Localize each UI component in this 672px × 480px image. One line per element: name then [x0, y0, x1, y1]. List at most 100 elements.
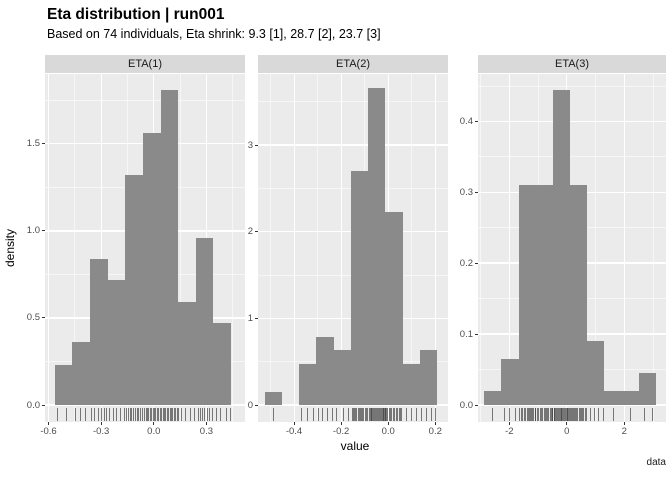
rug-mark: [380, 408, 382, 421]
rug-mark: [326, 408, 328, 421]
y-tick-label: 1.5: [26, 138, 40, 150]
rug-mark: [369, 408, 371, 421]
rug-mark: [211, 408, 213, 421]
rug-mark: [570, 408, 572, 421]
x-tick-label: -0.6: [40, 426, 57, 437]
rug-mark: [602, 408, 604, 421]
rug-mark: [630, 408, 632, 421]
rug-mark: [90, 408, 92, 421]
x-tick-label: 0.2: [428, 426, 442, 437]
y-tick-mark: [475, 404, 478, 406]
gridline-minor-x: [179, 74, 181, 422]
rug-mark: [535, 408, 537, 421]
histogram-bar: [501, 358, 519, 405]
rug-mark: [548, 408, 550, 421]
rug-mark: [534, 408, 536, 421]
rug-mark: [530, 408, 532, 421]
y-tick-label: 0.2: [459, 257, 473, 269]
rug-mark: [503, 408, 505, 421]
histogram-bar: [402, 364, 420, 405]
gridline-major-y: [478, 404, 666, 406]
rug-mark: [571, 408, 573, 421]
rug-mark: [153, 408, 155, 421]
rug-mark: [331, 408, 333, 421]
facet-strip: ETA(3): [478, 55, 666, 73]
y-tick-mark: [475, 191, 478, 193]
rug-mark: [555, 408, 557, 421]
rug-mark: [94, 408, 96, 421]
rug-mark: [151, 408, 153, 421]
rug-mark: [357, 408, 359, 421]
rug-mark: [106, 408, 108, 421]
rug-mark: [377, 408, 379, 421]
histogram-bar: [638, 373, 656, 405]
rug-mark: [170, 408, 172, 421]
y-tick-label: 0.1: [459, 328, 473, 340]
rug-mark: [565, 408, 567, 421]
y-tick-mark: [255, 317, 258, 319]
x-tick-label: 0.0: [147, 426, 161, 437]
rug-mark: [583, 408, 585, 421]
rug-mark: [134, 408, 136, 421]
gridline-major-x: [293, 74, 295, 422]
gridline-minor-x: [232, 74, 234, 422]
rug-mark: [582, 408, 584, 421]
facet-panel: [258, 74, 448, 422]
rug-mark: [97, 408, 99, 421]
rug-mark: [176, 408, 178, 421]
histogram-bar: [213, 323, 232, 405]
x-tick-mark: [340, 422, 342, 425]
rug-mark: [425, 408, 427, 421]
rug-mark: [127, 408, 129, 421]
rug-mark: [141, 408, 143, 421]
x-tick-label: -0.2: [332, 426, 350, 437]
gridline-minor-x: [652, 74, 654, 422]
histogram-bar: [518, 185, 536, 405]
rug-mark: [306, 408, 308, 421]
y-tick-mark: [255, 144, 258, 146]
rug-mark: [536, 408, 538, 421]
rug-mark: [370, 408, 372, 421]
page-title: Eta distribution | run001: [47, 6, 225, 23]
rug-mark: [390, 408, 392, 421]
rug-mark: [381, 408, 383, 421]
rug-mark: [492, 408, 494, 421]
rug-mark: [155, 408, 157, 421]
histogram-bar: [621, 390, 639, 405]
rug-mark: [194, 408, 196, 421]
x-tick-label: 0.0: [381, 426, 395, 437]
rug-mark: [149, 408, 151, 421]
gridline-major-y: [258, 404, 448, 406]
rug-mark: [272, 408, 274, 421]
rug-mark: [430, 408, 432, 421]
x-tick-mark: [100, 422, 102, 425]
rug-mark: [367, 408, 368, 421]
histogram-bar: [54, 364, 73, 405]
gridline-minor-x: [411, 74, 413, 422]
rug-mark: [202, 408, 204, 421]
histogram-bar: [604, 390, 622, 405]
y-tick-mark: [475, 262, 478, 264]
rug-mark: [410, 408, 412, 421]
rug-mark: [351, 408, 353, 421]
gridline-major-y: [478, 120, 666, 123]
rug-mark: [551, 408, 553, 421]
rug-mark: [553, 408, 555, 421]
rug-mark: [539, 408, 541, 421]
rug-mark: [531, 408, 533, 421]
rug-mark: [352, 408, 354, 421]
rug-mark: [569, 408, 571, 421]
histogram-bar: [195, 237, 214, 405]
rug-mark: [385, 408, 387, 421]
rug-mark: [85, 408, 87, 421]
facet-panel: [45, 74, 245, 422]
rug-mark: [359, 408, 361, 421]
facet-strip: ETA(1): [45, 55, 245, 73]
rug-mark: [159, 408, 161, 421]
rug-mark: [101, 408, 103, 421]
rug-mark: [112, 408, 114, 421]
rug-mark: [74, 408, 76, 421]
rug-mark: [383, 408, 385, 421]
x-tick-label: 0: [564, 426, 570, 437]
rug-mark: [371, 408, 373, 421]
